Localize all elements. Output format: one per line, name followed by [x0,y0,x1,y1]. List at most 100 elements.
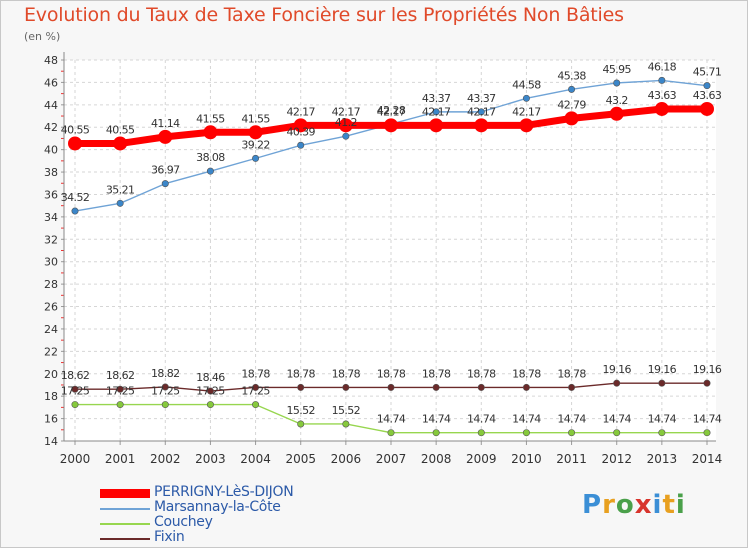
data-point-2 [161,401,169,409]
data-label-0: 42.17 [332,105,361,118]
data-point-3 [387,383,395,391]
legend-label-fixin: Fixin [154,529,185,545]
data-label-0: 41.55 [196,112,225,125]
x-tick-label: 2007 [376,452,407,466]
data-point-2 [206,401,214,409]
data-label-2: 14.74 [693,413,722,426]
data-label-0: 43.63 [648,89,677,102]
y-tick-label: 46 [44,76,58,89]
data-label-2: 17.25 [61,385,90,398]
data-label-0: 40.55 [106,123,135,136]
data-point-1 [116,199,124,207]
data-label-2: 14.74 [422,413,451,426]
data-point-0 [429,118,444,133]
data-point-1 [568,85,576,93]
legend-label-marsannay: Marsannay-la-Côte [154,499,281,515]
legend-swatch-marsannay [100,508,150,510]
y-tick-label: 40 [44,144,58,157]
data-point-1 [342,132,350,140]
data-label-2: 15.52 [332,404,361,417]
data-label-0: 41.14 [151,117,180,130]
data-label-3: 18.78 [241,367,270,380]
data-point-3 [252,383,260,391]
data-label-3: 18.78 [332,367,361,380]
x-tick-label: 2008 [421,452,452,466]
data-point-0 [609,106,624,121]
logo-letter: x [634,490,653,520]
data-point-1 [703,82,711,90]
y-tick-label: 26 [44,301,58,314]
y-tick-label: 42 [44,121,58,134]
x-tick-label: 2004 [240,452,271,466]
data-label-1: 45.38 [557,69,586,82]
x-tick-label: 2010 [511,452,542,466]
legend-label-couchey: Couchey [154,514,213,530]
data-point-1 [477,108,485,116]
data-label-1: 43.37 [467,92,496,105]
legend-label-perrigny: PERRIGNY-LèS-DIJON [154,484,294,500]
y-tick-label: 18 [44,390,58,403]
data-label-3: 18.78 [286,367,315,380]
data-label-1: 46.18 [648,60,677,73]
data-point-3 [206,387,214,395]
data-point-2 [703,429,711,437]
data-label-0: 43.63 [693,89,722,102]
y-tick-label: 14 [44,435,58,448]
data-point-0 [158,129,173,144]
data-point-3 [703,379,711,387]
data-point-0 [338,118,353,133]
y-tick-label: 32 [44,233,58,246]
logo-letter: t [662,490,676,520]
data-label-2: 17.25 [106,385,135,398]
data-point-0 [203,125,218,140]
data-point-3 [477,383,485,391]
data-point-3 [71,385,79,393]
x-tick-label: 2002 [150,452,181,466]
data-label-3: 19.16 [648,363,677,376]
y-tick-label: 28 [44,278,58,291]
data-point-2 [477,429,485,437]
data-label-3: 18.78 [467,367,496,380]
data-point-0 [700,101,714,116]
legend-swatch-perrigny [100,489,150,498]
data-point-1 [161,180,169,188]
x-tick-label: 2006 [331,452,362,466]
data-label-0: 42.17 [377,105,406,118]
chart-subtitle: (en %) [24,30,61,43]
data-label-1: 45.95 [602,63,631,76]
y-tick-label: 16 [44,413,58,426]
data-label-0: 41.55 [241,112,270,125]
x-tick-label: 2012 [601,452,632,466]
x-tick-label: 2011 [556,452,587,466]
data-point-1 [71,207,79,215]
logo-letter: o [615,490,635,520]
data-label-1: 35.21 [106,183,135,196]
y-tick-label: 20 [44,368,58,381]
data-label-0: 42.17 [286,105,315,118]
data-label-2: 14.74 [377,413,406,426]
y-tick-label: 30 [44,256,58,269]
data-label-0: 42.17 [512,105,541,118]
data-point-0 [519,118,534,133]
data-point-2 [342,420,350,428]
x-tick-label: 2014 [692,452,723,466]
data-label-2: 14.74 [557,413,586,426]
data-point-0 [384,118,398,133]
data-point-3 [297,383,305,391]
data-label-2: 17.25 [241,385,270,398]
logo-letter: r [602,490,616,520]
data-point-3 [658,379,666,387]
y-tick-label: 36 [44,188,58,201]
data-point-3 [342,383,350,391]
data-point-2 [568,429,576,437]
data-point-0 [68,136,82,151]
logo-letter: P [582,490,603,520]
data-label-2: 14.74 [467,413,496,426]
proxiti-logo: Proxiti [582,490,686,520]
data-point-0 [248,125,263,140]
data-label-0: 42.17 [422,105,451,118]
data-label-2: 14.74 [512,413,541,426]
data-label-2: 14.74 [602,413,631,426]
data-label-0: 43.2 [606,94,628,107]
